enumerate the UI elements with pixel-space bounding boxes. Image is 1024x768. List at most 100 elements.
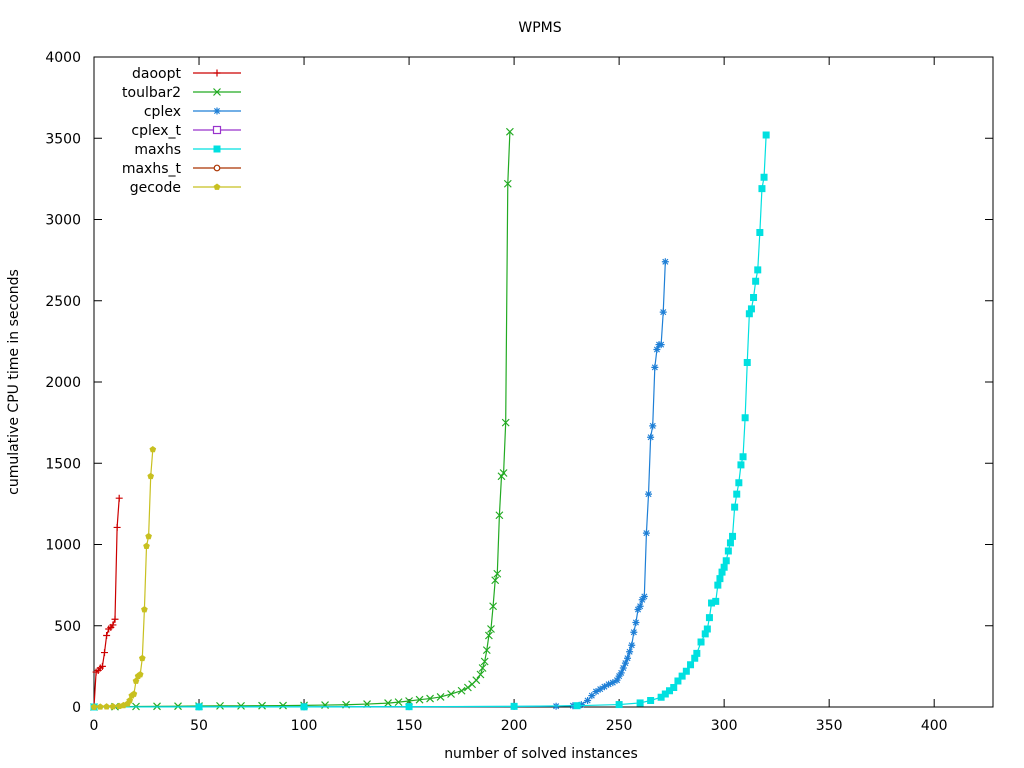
y-tick-label: 500 [54, 619, 81, 635]
data-point [617, 669, 625, 677]
data-point [457, 686, 466, 695]
data-point [103, 703, 110, 710]
data-point [670, 684, 678, 691]
series-daoopt [90, 494, 123, 711]
data-point [659, 308, 667, 316]
legend-entry-cplex: cplex [144, 104, 241, 120]
series-maxhs [90, 131, 770, 711]
data-point [149, 445, 157, 453]
data-point [636, 602, 644, 610]
data-point [588, 692, 596, 700]
data-point [503, 179, 512, 188]
data-point [482, 646, 491, 655]
data-point [415, 695, 424, 704]
data-point [495, 511, 504, 520]
data-point [642, 529, 650, 537]
data-point [605, 680, 613, 688]
data-point [745, 310, 753, 318]
series-cplex [90, 258, 669, 711]
data-point [132, 677, 140, 684]
data-point [573, 702, 581, 710]
x-tick-label: 100 [291, 718, 318, 734]
data-point [682, 667, 690, 675]
data-point [126, 697, 134, 704]
data-point [613, 676, 621, 684]
series-layer [90, 127, 770, 711]
legend-label: daoopt [132, 66, 181, 82]
data-point [647, 433, 655, 441]
legend-marker [213, 69, 221, 77]
data-point [741, 414, 749, 422]
legend-label: maxhs [134, 142, 181, 158]
series-line-daoopt [93, 498, 120, 708]
x-tick-label: 350 [816, 718, 843, 734]
data-point [463, 683, 472, 692]
data-point [145, 532, 152, 540]
x-tick-label: 150 [396, 718, 423, 734]
data-point [634, 606, 642, 613]
data-point [113, 523, 121, 531]
data-point [447, 690, 456, 698]
data-point [739, 453, 747, 461]
legend-marker [213, 88, 221, 96]
data-point [600, 683, 608, 691]
data-point [96, 703, 104, 710]
data-point [752, 277, 760, 285]
data-point [136, 671, 144, 678]
data-point [718, 568, 726, 576]
y-tick-label: 1500 [45, 456, 81, 472]
chart-title: WPMS [518, 20, 561, 36]
x-tick-label: 400 [921, 718, 948, 734]
data-point [636, 699, 644, 707]
data-point [130, 690, 138, 697]
data-point [491, 576, 500, 585]
data-point [724, 547, 732, 555]
data-point [237, 701, 245, 710]
data-point [628, 641, 636, 649]
data-point [754, 266, 762, 274]
data-point [731, 503, 739, 511]
data-point [666, 687, 674, 695]
data-point [737, 461, 745, 469]
data-point [735, 479, 743, 487]
legend-label: cplex_t [131, 123, 181, 139]
legend-entry-daoopt: daoopt [132, 66, 241, 82]
y-tick-label: 3500 [45, 131, 81, 147]
data-point [111, 615, 119, 623]
data-point [487, 625, 495, 633]
data-point [174, 702, 182, 711]
axes: 0 50 100 150 200 250 300 350 4000500100015002000… [45, 50, 994, 734]
y-axis-label: cumulative CPU time in seconds [6, 269, 22, 495]
data-point [480, 657, 489, 666]
legend-marker [213, 145, 221, 153]
data-point [621, 659, 629, 667]
x-tick-label: 0 [90, 718, 99, 734]
data-point [691, 654, 699, 662]
y-tick-label: 2000 [45, 375, 81, 391]
data-point [678, 672, 686, 680]
data-point [619, 664, 627, 672]
data-point [103, 632, 111, 639]
data-point [405, 703, 413, 711]
data-point [584, 697, 592, 704]
data-point [758, 185, 766, 193]
legend-marker [213, 107, 221, 115]
data-point [138, 654, 146, 662]
data-point [624, 654, 632, 662]
plot-frame [93, 56, 994, 708]
data-point [505, 127, 514, 136]
legend-label: cplex [144, 104, 181, 120]
y-tick-label: 0 [72, 700, 81, 716]
data-point [141, 606, 148, 613]
data-point [493, 569, 502, 578]
data-point [510, 702, 518, 710]
legend-entry-cplex_t: cplex_t [131, 123, 241, 139]
series-toulbar2 [90, 127, 514, 711]
legend-entry-toulbar2: toulbar2 [122, 85, 241, 101]
data-point [484, 631, 493, 640]
data-point [657, 693, 665, 701]
legend-entry-maxhs: maxhs [134, 142, 241, 158]
data-point [216, 701, 224, 710]
